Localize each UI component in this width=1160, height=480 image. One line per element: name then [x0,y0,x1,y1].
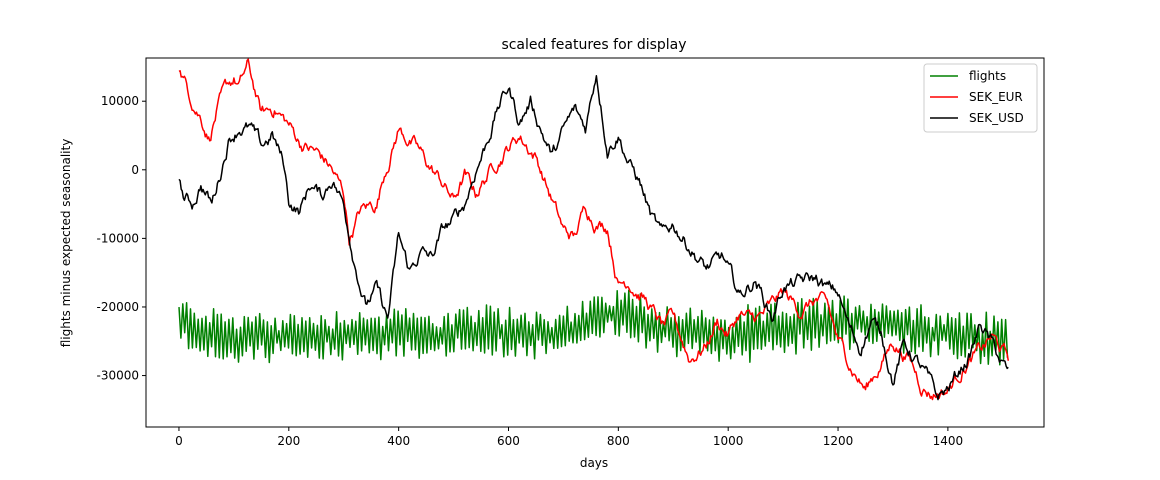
series-line-flights [178,289,1009,366]
x-axis: 0 200 400 600 800 1000 1200 1400 [175,427,963,448]
chart-title: scaled features for display [501,37,686,53]
y-tick-label: 10000 [101,94,139,108]
legend-label: SEK_EUR [969,90,1023,104]
legend: flights SEK_EUR SEK_USD [923,63,1038,133]
y-tick-label: -10000 [96,231,139,245]
x-axis-title: days [580,456,608,470]
series-layer [178,58,1010,401]
y-tick-label: -20000 [96,300,139,314]
x-tick-label: 200 [277,434,300,448]
plot-frame [145,57,1045,428]
y-tick-label: -30000 [96,369,139,383]
series-line-sek-usd [178,75,1009,401]
y-axis: -30000 -20000 -10000 0 10000 [96,94,146,383]
y-axis-title: flights minus expected seasonality [59,139,73,348]
x-tick-label: 1400 [933,434,964,448]
x-tick-label: 800 [607,434,630,448]
legend-frame [923,63,1038,133]
legend-label: flights [969,69,1006,83]
x-tick-label: 1000 [713,434,744,448]
y-tick-label: 0 [131,163,139,177]
x-tick-label: 600 [497,434,520,448]
x-tick-label: 0 [175,434,183,448]
x-tick-label: 400 [387,434,410,448]
series-line-sek-eur [178,58,1010,401]
x-tick-label: 1200 [823,434,854,448]
legend-label: SEK_USD [969,111,1024,125]
